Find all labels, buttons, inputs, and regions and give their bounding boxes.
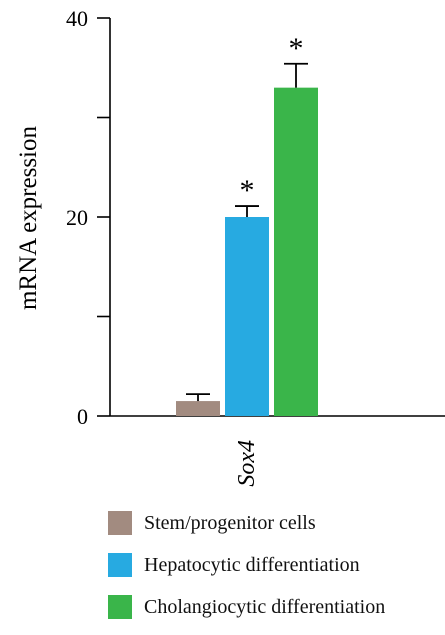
significance-marker: *	[240, 174, 255, 207]
bar	[274, 87, 318, 417]
y-axis-ticks: 0 20 40	[66, 6, 110, 429]
legend-item-hepatocytic: Hepatocytic differentiation	[108, 551, 385, 579]
legend-swatch-stem	[108, 511, 132, 535]
legend-label-cholangiocytic: Cholangiocytic differentiation	[144, 595, 386, 618]
legend-swatch-hepatocytic	[108, 553, 132, 577]
legend-item-stem: Stem/progenitor cells	[108, 509, 385, 537]
y-tick-label: 0	[77, 404, 88, 429]
category-label: Sox4	[234, 440, 260, 487]
legend-label-hepatocytic: Hepatocytic differentiation	[144, 553, 360, 576]
legend-swatch-cholangiocytic	[108, 595, 132, 619]
bar	[176, 401, 220, 416]
y-axis-label: mRNA expression	[15, 125, 42, 310]
legend: Stem/progenitor cells Hepatocytic differ…	[108, 509, 385, 635]
bars-group: **	[176, 32, 318, 417]
y-tick-label: 20	[66, 205, 88, 230]
significance-marker: *	[289, 32, 304, 65]
legend-label-stem: Stem/progenitor cells	[144, 511, 316, 534]
bar	[225, 217, 269, 416]
legend-item-cholangiocytic: Cholangiocytic differentiation	[108, 593, 385, 621]
y-tick-label: 40	[66, 6, 88, 31]
